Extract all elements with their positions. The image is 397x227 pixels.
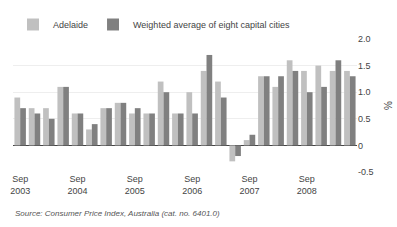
svg-text:Adelaide: Adelaide <box>53 20 88 30</box>
svg-text:Sep2005: Sep2005 <box>125 174 145 196</box>
svg-text:Sep2007: Sep2007 <box>239 174 259 196</box>
svg-text:%: % <box>383 101 394 110</box>
svg-text:Weighted average of eight capi: Weighted average of eight capital cities <box>133 20 290 30</box>
svg-text:Source: Consumer Price Index,: Source: Consumer Price Index, Australia … <box>15 209 220 218</box>
svg-text:Sep2003: Sep2003 <box>10 174 30 196</box>
svg-text:Sep2004: Sep2004 <box>67 174 87 196</box>
svg-text:Sep2008: Sep2008 <box>297 174 317 196</box>
svg-text:-0.5: -0.5 <box>358 167 374 177</box>
svg-text:1.5: 1.5 <box>358 61 371 71</box>
svg-text:0.5: 0.5 <box>358 114 371 124</box>
svg-text:2.0: 2.0 <box>358 34 371 44</box>
svg-text:0: 0 <box>358 141 363 151</box>
svg-text:1.0: 1.0 <box>358 87 371 97</box>
svg-text:Sep2006: Sep2006 <box>182 174 202 196</box>
